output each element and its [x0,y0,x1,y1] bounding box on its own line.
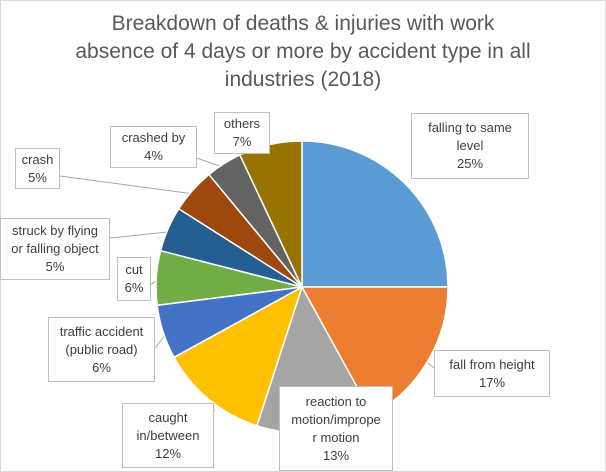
data-label-text: others [223,116,261,131]
data-label-text: level [456,138,484,153]
data-label-percent: 7% [232,134,252,149]
data-label-text: fall from height [449,356,535,372]
pie-slice-others [238,140,303,288]
leader-line [109,230,174,239]
data-label-percent: 4% [144,148,163,163]
data-label-text: or falling object [11,241,99,256]
data-label-text: caught [148,409,188,425]
data-label: struck by flying or falling object 5% [0,218,110,280]
data-label-percent: 25% [456,156,484,171]
data-label: crashed by 4% [110,126,197,168]
data-label-percent: 12% [154,445,182,461]
data-label-text: crash [21,151,54,167]
chart-title: Breakdown of deaths & injuries with work… [0,10,606,94]
data-label-percent: 5% [28,169,47,185]
data-label: traffic accident (public road) 6% [48,317,155,382]
pie-slice-caught-in-between [173,285,304,427]
data-label: caught in/between 12% [122,403,214,468]
data-label-text: falling to same [428,120,512,135]
data-label-text: r motion [312,429,360,445]
data-label-percent: 13% [322,447,350,463]
data-label-text: struck by flying [12,223,98,238]
data-label-text: (public road) [65,341,138,357]
data-label-text: motion/imprope [291,411,381,427]
data-label-percent: 5% [45,259,65,274]
pie-slice-falling-to-same-level [301,140,449,288]
data-label-text: traffic accident [59,323,144,339]
leader-line [59,175,198,195]
data-label-percent: 6% [92,359,111,375]
chart-title-line-3: industries (2018) [224,68,382,91]
data-label: cut 6% [117,257,151,301]
data-label: falling to same level 25% [411,113,529,179]
chart-title-line-1: Breakdown of deaths & injuries with work [111,12,495,35]
data-label-text: cut [125,262,143,277]
data-label-text: in/between [136,427,200,443]
data-label-text: crashed by [121,130,186,145]
chart-title-line-2: absence of 4 days or more by accident ty… [75,40,531,63]
data-label: others 7% [214,112,270,154]
data-label: reaction to motion/imprope r motion 13% [279,386,393,471]
data-label-percent: 6% [124,280,144,295]
data-label-percent: 17% [478,374,506,390]
data-label: fall from height 17% [434,350,550,397]
data-label: crash 5% [15,148,60,189]
data-label-text: reaction to [305,393,367,409]
